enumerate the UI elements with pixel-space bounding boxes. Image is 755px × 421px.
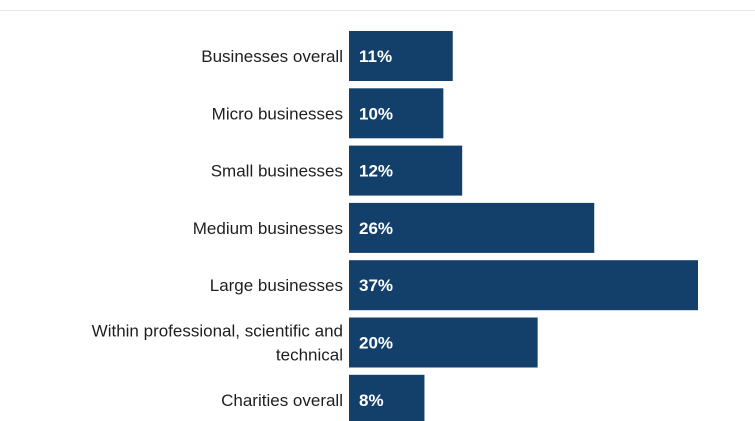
category-label-1: Micro businesses <box>212 104 343 123</box>
value-label-5: 20% <box>359 334 393 353</box>
bars-group: 11% Businesses overall 10% Micro businesses… <box>92 31 698 421</box>
value-label-4: 37% <box>359 276 393 295</box>
category-label-2: Small businesses <box>211 162 343 181</box>
bar-5 <box>349 317 538 368</box>
bar-1 <box>349 88 444 139</box>
category-label-6: Charities overall <box>221 391 343 410</box>
bar-3 <box>349 202 595 253</box>
category-label-0: Businesses overall <box>201 47 343 66</box>
bar-2 <box>349 145 463 196</box>
bar-0 <box>349 31 453 81</box>
value-label-3: 26% <box>359 219 393 238</box>
value-label-1: 10% <box>359 104 393 123</box>
category-label-3: Medium businesses <box>193 219 343 238</box>
bar-4 <box>349 260 698 311</box>
bar-6 <box>349 374 425 421</box>
value-label-6: 8% <box>359 391 384 410</box>
value-label-2: 12% <box>359 162 393 181</box>
value-label-0: 11% <box>359 47 392 66</box>
category-label-4: Large businesses <box>210 276 343 295</box>
category-label-5: Within professional, scientific and techn… <box>92 322 343 365</box>
